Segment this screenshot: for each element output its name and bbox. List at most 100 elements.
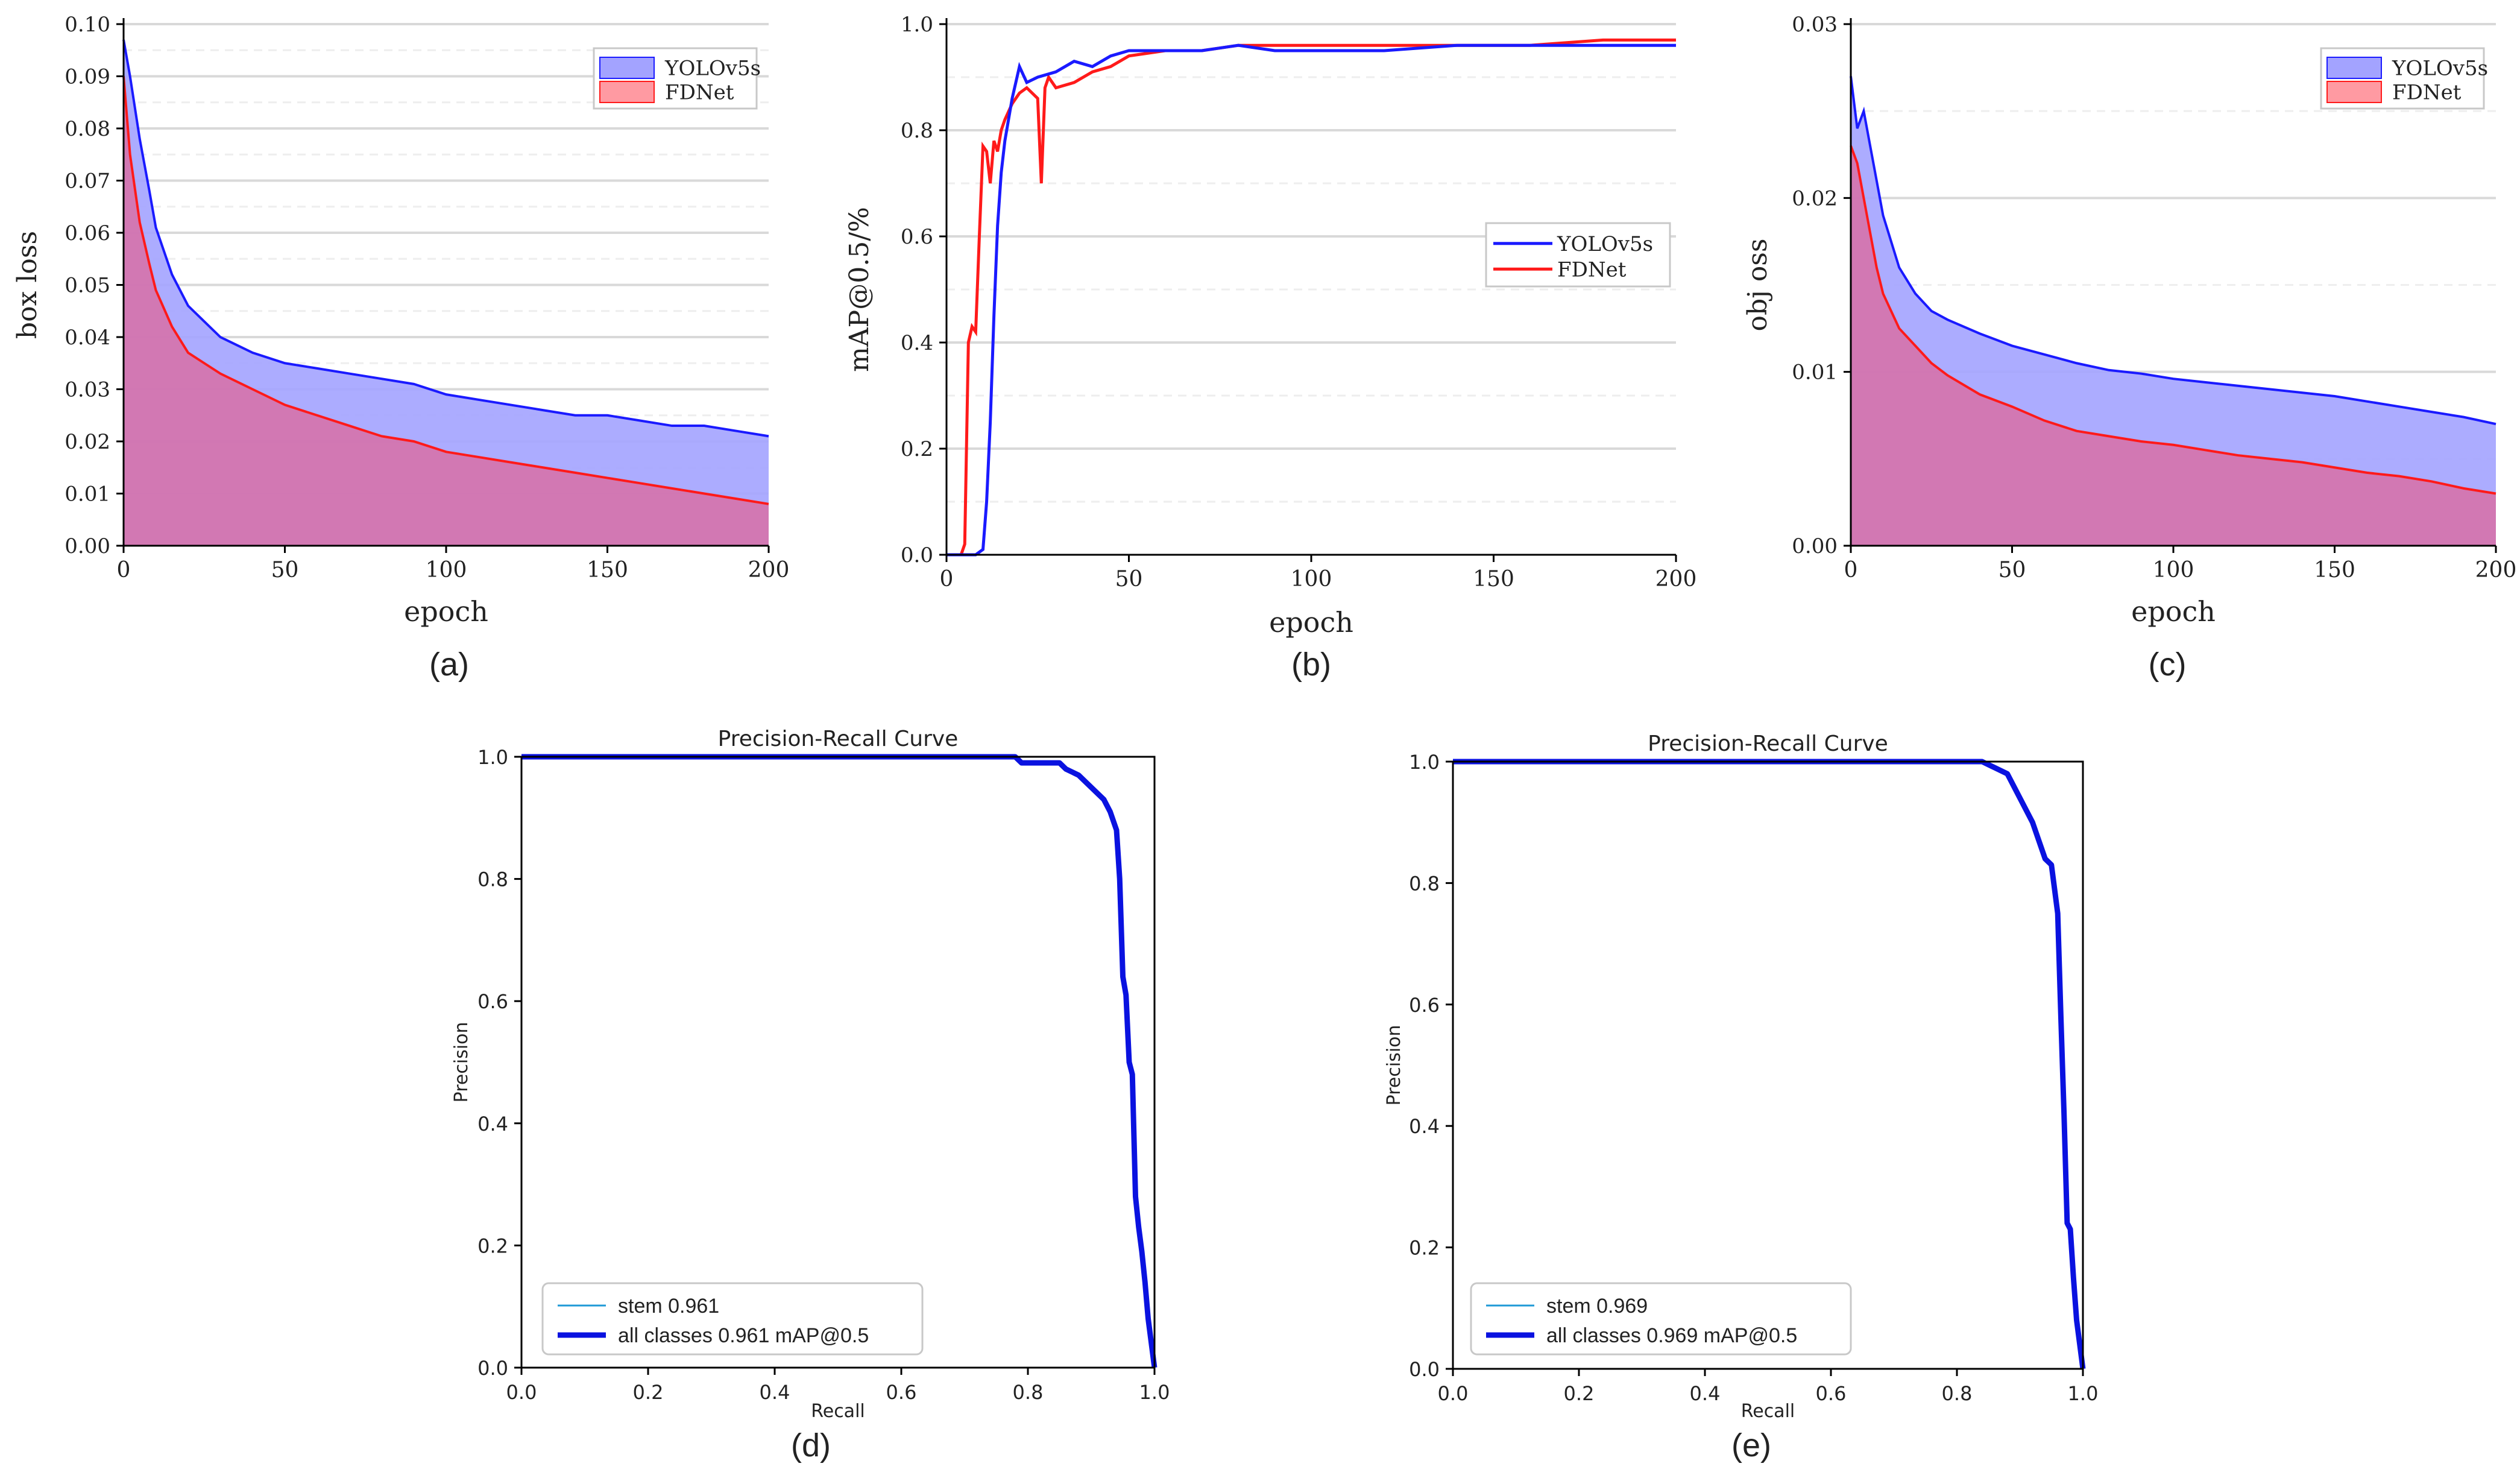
y-tick-label: 0.4 xyxy=(1409,1115,1440,1138)
legend-label: YOLOv5s xyxy=(1557,232,1653,256)
y-tick-label: 0.2 xyxy=(901,437,933,461)
y-tick-label: 0.05 xyxy=(65,274,110,298)
x-tick-label: 0.2 xyxy=(1564,1382,1595,1405)
panel-caption: (a) xyxy=(429,646,469,683)
y-axis-label: mAP@0.5/% xyxy=(844,207,875,372)
x-tick-label: 0 xyxy=(1844,558,1858,583)
y-tick-label: 0.03 xyxy=(1792,13,1838,37)
area-fdnet xyxy=(124,76,769,546)
chart-e: Precision-Recall Curve 0.0 0.2 0.4 0.6 0.8 1.0… xyxy=(1384,731,2098,1464)
plot-frame xyxy=(520,756,1156,1369)
legend: stem 0.969 all classes 0.969 mAP@0.5 xyxy=(1470,1282,1852,1356)
y-tick-label: 0.8 xyxy=(1409,872,1440,895)
x-tick-label: 50 xyxy=(1115,567,1143,592)
y-tick-label: 0.8 xyxy=(477,868,508,891)
panel-caption: (c) xyxy=(2149,646,2187,683)
x-axis-label: Recall xyxy=(811,1401,865,1422)
x-tick-label: 0 xyxy=(940,567,954,592)
y-tick-label: 0.10 xyxy=(65,13,110,37)
x-axis-label: epoch xyxy=(404,595,488,628)
x-axis-label: epoch xyxy=(2131,595,2216,628)
x-tick-label: 150 xyxy=(2314,558,2355,583)
y-tick-label: 0.03 xyxy=(65,378,110,402)
y-tick-label: 0.0 xyxy=(1409,1358,1440,1381)
x-tick-label: 0.4 xyxy=(1690,1382,1721,1405)
x-tick-label: 0.2 xyxy=(633,1381,664,1404)
panel-caption: (e) xyxy=(1731,1427,1771,1464)
x-tick-label: 0.8 xyxy=(1013,1381,1044,1404)
y-tick-label: 0.01 xyxy=(1792,361,1838,385)
x-axis-label: epoch xyxy=(1269,606,1353,639)
y-tick-label: 0.4 xyxy=(901,331,933,355)
y-tick-label: 0.6 xyxy=(1409,994,1440,1017)
line-fdnet xyxy=(122,76,769,505)
line-yolov5s xyxy=(947,43,1676,557)
legend-label: all classes 0.961 mAP@0.5 xyxy=(618,1324,869,1347)
line-fdnet xyxy=(1850,145,2496,495)
y-tick-label: 0.6 xyxy=(477,990,508,1013)
y-tick-label: 0.0 xyxy=(477,1357,508,1380)
y-tick-label: 0.00 xyxy=(1792,534,1838,558)
y-axis-label: Precision xyxy=(1384,1025,1405,1106)
legend-swatch xyxy=(599,57,655,79)
y-tick-label: 0.2 xyxy=(477,1234,508,1257)
x-tick-label: 150 xyxy=(1473,567,1514,592)
legend-label: stem 0.961 xyxy=(618,1295,719,1318)
chart-b: 0 50 100 150 200 0.0 0.2 0.4 0.6 0.8 1.0 epoch mAP@0… xyxy=(844,13,1696,683)
legend-label: stem 0.969 xyxy=(1546,1295,1648,1318)
y-tick-label: 0.2 xyxy=(1409,1237,1440,1260)
chart-title: Precision-Recall Curve xyxy=(718,727,959,751)
legend: stem 0.961 all classes 0.961 mAP@0.5 xyxy=(541,1282,924,1356)
line-yolov5s xyxy=(1850,76,2496,426)
x-tick-label: 200 xyxy=(748,558,790,583)
y-tick-label: 0.00 xyxy=(65,534,110,558)
chart-a: 0 50 100 150 200 0.00 0.01 0.02 0.03 0.04 0.05 0.06… xyxy=(12,13,789,683)
y-tick-label: 0.4 xyxy=(477,1113,508,1135)
x-tick-label: 0.8 xyxy=(1942,1382,1973,1405)
y-tick-label: 0.02 xyxy=(1792,186,1838,210)
y-tick-label: 0.02 xyxy=(65,430,110,454)
y-tick-label: 0.07 xyxy=(65,169,110,194)
line-fdnet xyxy=(947,38,1676,557)
y-tick-label: 1.0 xyxy=(1409,751,1440,774)
y-tick-label: 1.0 xyxy=(901,13,933,37)
pr-curve xyxy=(1453,759,2086,1369)
plot-frame xyxy=(1452,760,2084,1370)
legend-label: FDNet xyxy=(665,81,734,105)
legend-label: FDNet xyxy=(1557,257,1627,282)
legend-label: YOLOv5s xyxy=(2392,57,2488,81)
legend-swatch xyxy=(599,81,655,103)
x-axis-label: Recall xyxy=(1741,1401,1795,1422)
x-tick-label: 0.6 xyxy=(1816,1382,1847,1405)
y-tick-label: 0.06 xyxy=(65,221,110,245)
y-axis-label: box loss xyxy=(12,231,43,339)
legend-label: FDNet xyxy=(2392,81,2462,105)
x-tick-label: 200 xyxy=(2475,558,2517,583)
x-tick-label: 150 xyxy=(587,558,628,583)
y-tick-label: 0.01 xyxy=(65,482,110,507)
area-fdnet xyxy=(1851,145,2496,546)
y-tick-label: 0.04 xyxy=(65,326,110,350)
y-tick-label: 0.08 xyxy=(65,117,110,141)
x-tick-label: 0.4 xyxy=(760,1381,790,1404)
x-tick-label: 0.0 xyxy=(506,1381,537,1404)
y-axis-label: obj oss xyxy=(1742,239,1773,332)
x-tick-label: 50 xyxy=(1999,558,2026,583)
legend-label: all classes 0.969 mAP@0.5 xyxy=(1546,1324,1797,1347)
x-tick-label: 1.0 xyxy=(1139,1381,1170,1404)
y-tick-label: 0.8 xyxy=(901,119,933,143)
line-yolov5s xyxy=(122,39,769,438)
x-tick-label: 0.0 xyxy=(1438,1382,1469,1405)
x-tick-label: 100 xyxy=(2153,558,2194,583)
x-tick-label: 0 xyxy=(117,558,131,583)
y-tick-label: 0.09 xyxy=(65,65,110,89)
legend-box xyxy=(541,1282,924,1356)
chart-c: 0 50 100 150 200 0.00 0.01 0.02 0.03 epoch obj oss… xyxy=(1742,13,2516,683)
legend-box xyxy=(1485,222,1671,288)
x-tick-label: 100 xyxy=(426,558,467,583)
legend-label: YOLOv5s xyxy=(664,57,761,81)
